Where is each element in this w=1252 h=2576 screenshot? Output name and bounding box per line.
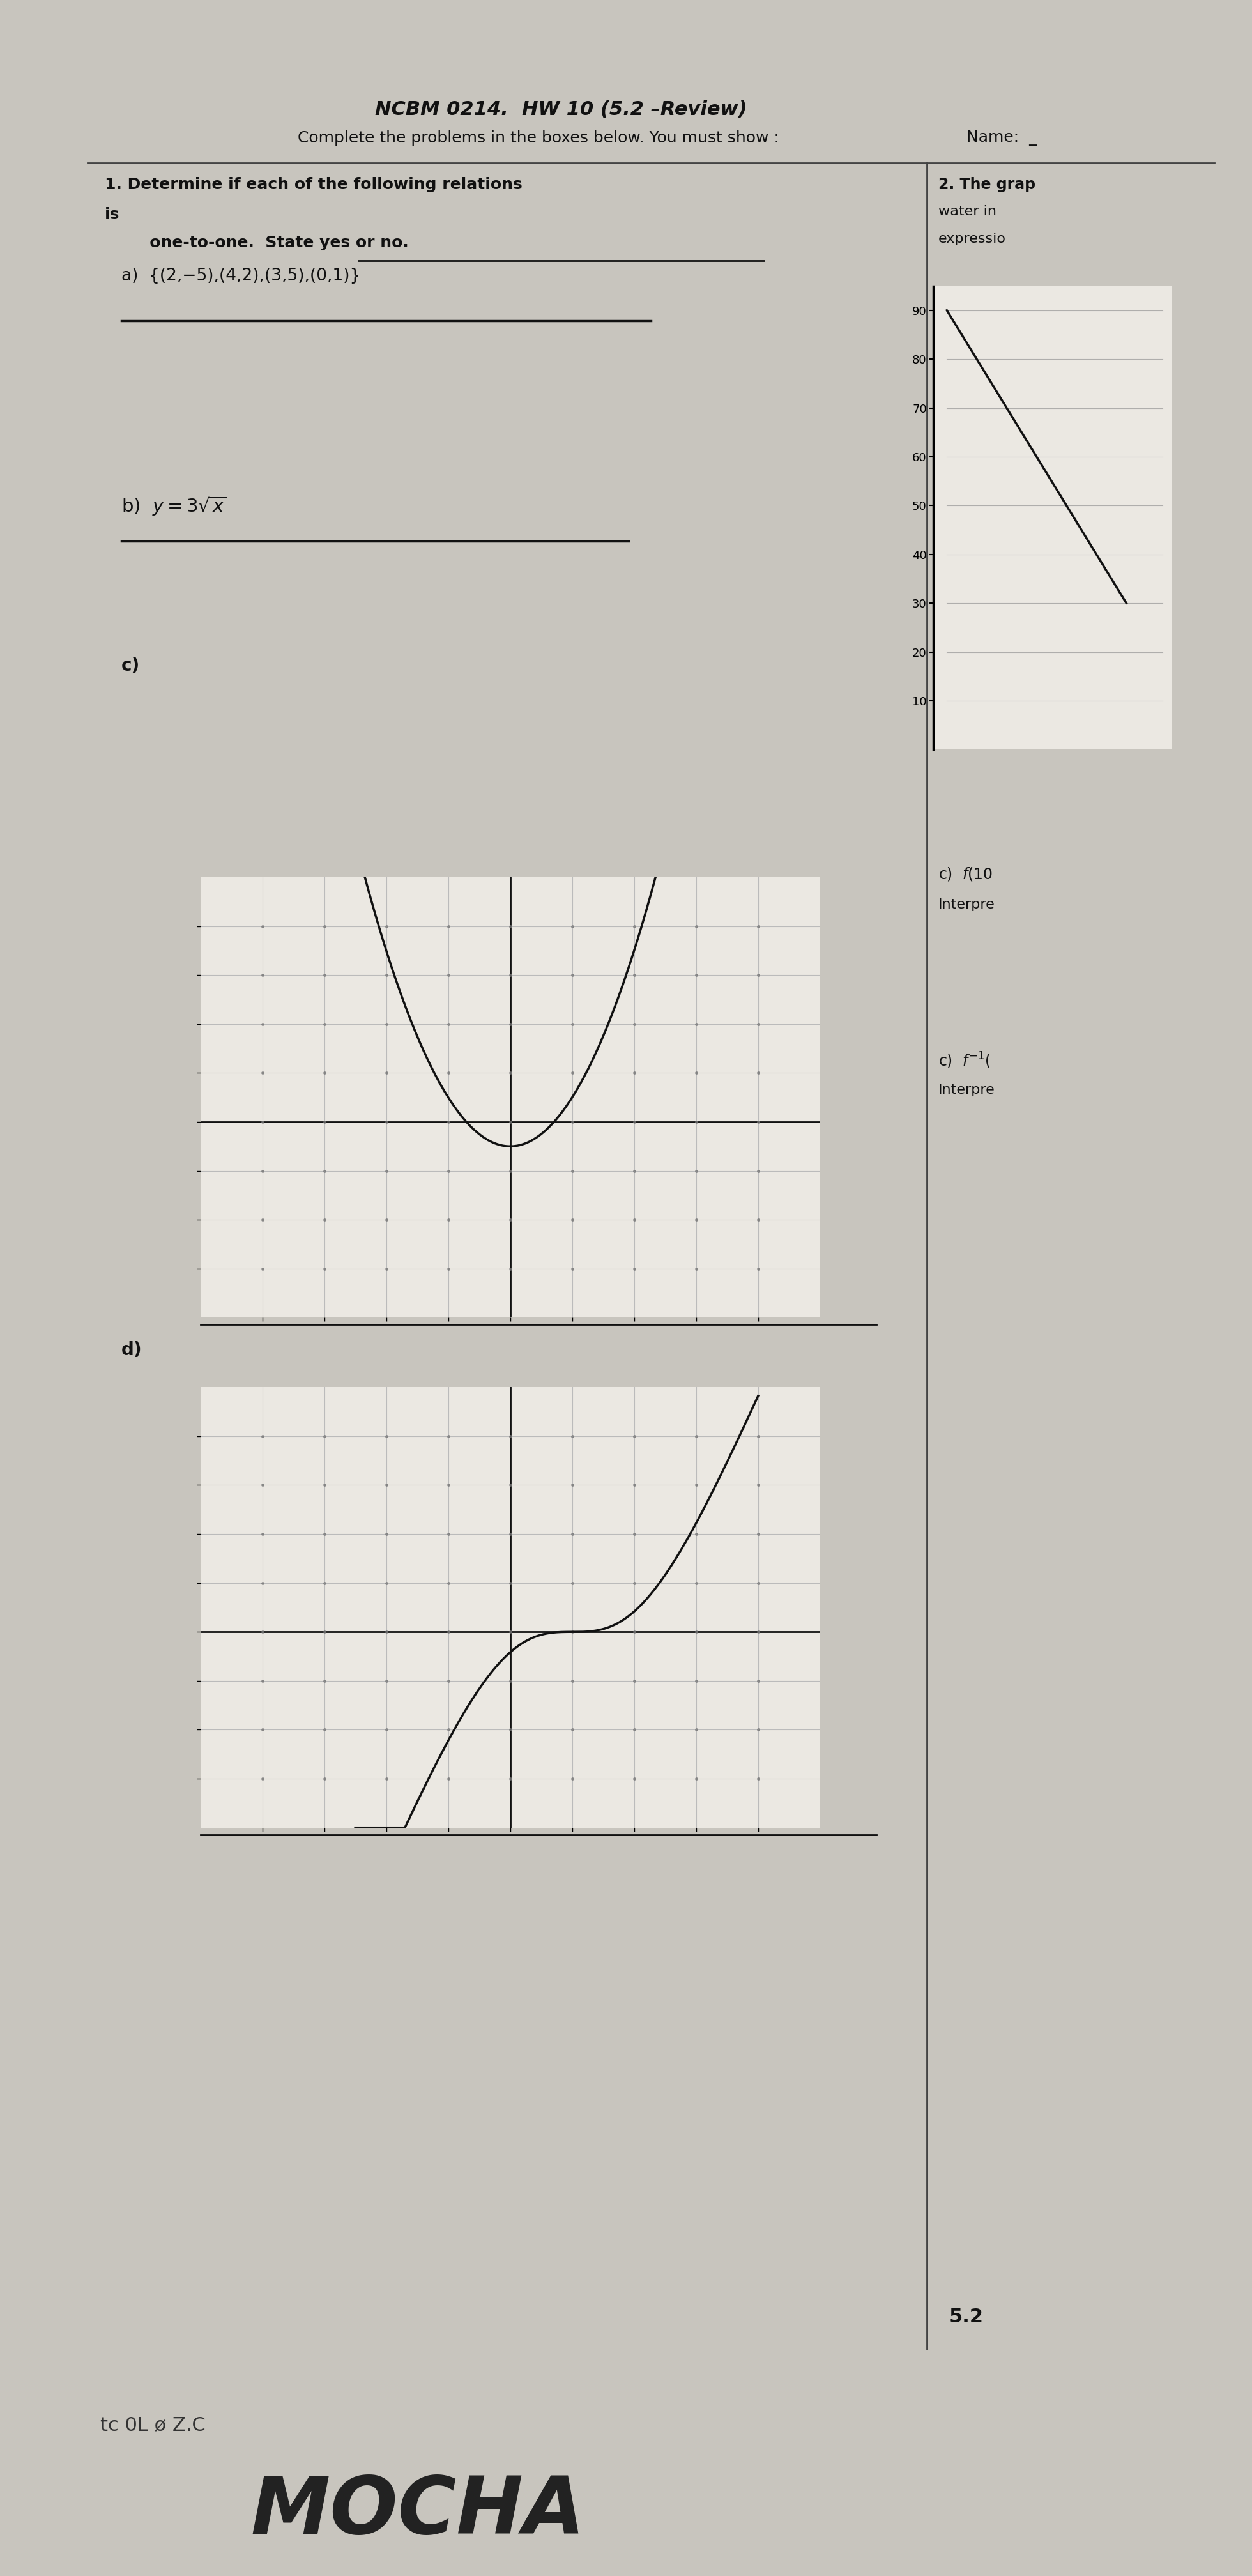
Text: d): d) [121, 1340, 143, 1358]
Text: Interpret:: Interpret: [939, 412, 1005, 425]
Text: Interpre: Interpre [939, 1084, 995, 1097]
Text: c)  $f(10$: c) $f(10$ [939, 866, 993, 881]
Text: tc 0L ø Z.C: tc 0L ø Z.C [100, 2416, 205, 2434]
Text: b)  $y = 3\sqrt{x}$: b) $y = 3\sqrt{x}$ [121, 495, 227, 518]
Text: Name:  _: Name: _ [967, 131, 1037, 147]
Text: 2. The grap: 2. The grap [939, 178, 1035, 193]
Text: expressio: expressio [939, 232, 1007, 245]
Text: is: is [105, 206, 119, 222]
Text: Interpre: Interpre [939, 899, 995, 912]
Text: one-to-one.  State yes or no.: one-to-one. State yes or no. [133, 234, 408, 250]
Text: b)  $f^{-1}(0$: b) $f^{-1}(0$ [939, 611, 1002, 629]
Text: NCBM 0214.  HW 10 (5.2 –Review): NCBM 0214. HW 10 (5.2 –Review) [374, 100, 747, 118]
Text: a)  {(2,−5),(4,2),(3,5),(0,1)}: a) {(2,−5),(4,2),(3,5),(0,1)} [121, 268, 361, 283]
Text: c): c) [121, 657, 140, 675]
Text: a)  $f(0)$ =: a) $f(0)$ = [939, 379, 1007, 394]
Text: c)  $f^{-1}($: c) $f^{-1}($ [939, 1051, 990, 1069]
Text: water in: water in [939, 206, 997, 216]
Text: 5.2: 5.2 [949, 2308, 984, 2326]
Text: Interpret: Interpret [939, 644, 1000, 657]
Text: 1. Determine if each of the following relations: 1. Determine if each of the following re… [105, 178, 522, 193]
Text: Complete the problems in the boxes below. You must show :: Complete the problems in the boxes below… [298, 131, 779, 147]
Text: MOCHA: MOCHA [250, 2473, 585, 2550]
